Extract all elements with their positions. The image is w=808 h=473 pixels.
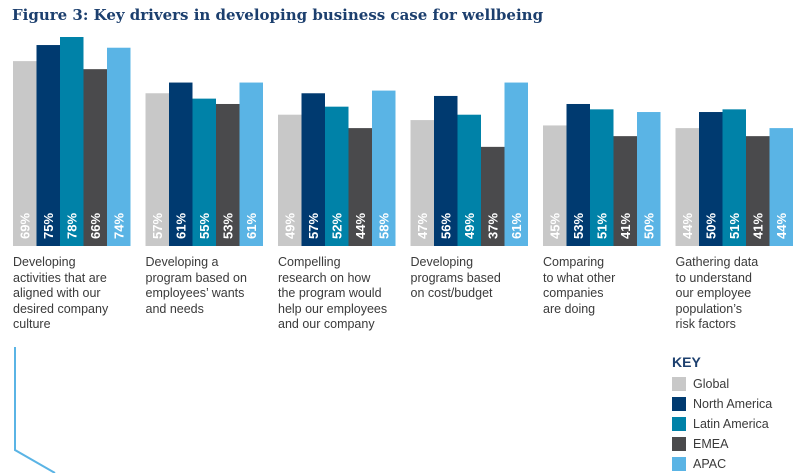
legend-label: Latin America xyxy=(693,417,769,431)
bar-north-america-1 xyxy=(169,82,193,246)
data-label-north-america-3: 56% xyxy=(438,213,453,239)
bar-latin-america-2 xyxy=(325,106,349,247)
data-label-latin-america-0: 78% xyxy=(64,213,79,239)
data-label-north-america-4: 53% xyxy=(571,213,586,239)
bar-emea-1 xyxy=(216,103,240,246)
bar-latin-america-1 xyxy=(192,98,216,246)
bar-global-3 xyxy=(410,120,434,246)
bar-global-1 xyxy=(145,93,169,247)
data-label-latin-america-4: 51% xyxy=(594,213,609,239)
bar-emea-5 xyxy=(746,136,770,246)
data-label-north-america-5: 50% xyxy=(703,213,718,239)
data-label-latin-america-5: 51% xyxy=(727,213,742,239)
legend-swatch xyxy=(672,437,686,451)
legend-item-global: Global xyxy=(672,377,729,391)
bar-emea-4 xyxy=(613,136,637,246)
category-label-4: Comparing to what other companies are do… xyxy=(543,255,616,316)
data-label-latin-america-2: 52% xyxy=(329,213,344,239)
bar-latin-america-3 xyxy=(457,114,481,246)
bar-north-america-4 xyxy=(566,103,590,246)
category-label-1: Developing a program based on employees’… xyxy=(145,255,247,316)
bar-latin-america-5 xyxy=(722,109,746,246)
data-label-emea-4: 41% xyxy=(618,213,633,239)
category-label-0: Developing activities that are aligned w… xyxy=(13,255,109,331)
data-label-north-america-1: 61% xyxy=(173,213,188,239)
bar-latin-america-4 xyxy=(590,109,614,246)
bar-apac-1 xyxy=(239,82,263,246)
data-label-north-america-0: 75% xyxy=(41,213,56,239)
legend-swatch xyxy=(672,457,686,471)
bar-emea-2 xyxy=(348,128,372,246)
bar-north-america-3 xyxy=(434,95,458,246)
data-label-emea-5: 41% xyxy=(750,213,765,239)
data-label-global-0: 69% xyxy=(17,213,32,239)
bar-apac-5 xyxy=(769,128,793,246)
bar-apac-4 xyxy=(637,112,661,247)
bar-north-america-5 xyxy=(699,112,723,247)
category-label-2: Compelling research on how the program w… xyxy=(278,255,388,331)
data-label-emea-1: 53% xyxy=(220,213,235,239)
data-label-apac-1: 61% xyxy=(244,213,259,239)
legend-item-emea: EMEA xyxy=(672,437,728,451)
data-label-emea-0: 66% xyxy=(88,213,103,239)
bar-emea-0 xyxy=(83,69,107,247)
data-label-global-2: 49% xyxy=(282,213,297,239)
legend-item-north-america: North America xyxy=(672,397,772,411)
data-label-latin-america-1: 55% xyxy=(197,213,212,239)
data-label-emea-3: 37% xyxy=(485,213,500,239)
bar-apac-3 xyxy=(504,82,528,246)
legend-item-latin-america: Latin America xyxy=(672,417,769,431)
chart-title: Figure 3: Key drivers in developing busi… xyxy=(12,6,544,24)
legend-label: North America xyxy=(693,397,773,411)
data-label-apac-4: 50% xyxy=(641,213,656,239)
category-label-5: Gathering data to understand our employe… xyxy=(675,255,759,331)
data-label-latin-america-3: 49% xyxy=(462,213,477,239)
bar-north-america-0 xyxy=(36,45,60,247)
bar-global-2 xyxy=(278,114,302,246)
legend-item-apac: APAC xyxy=(672,457,726,471)
legend-label: APAC xyxy=(693,457,727,471)
data-label-global-5: 44% xyxy=(680,213,695,239)
bar-latin-america-0 xyxy=(60,37,84,246)
data-label-global-4: 45% xyxy=(547,213,562,239)
legend-swatch xyxy=(672,417,686,431)
legend-title: KEY xyxy=(672,354,701,370)
bar-emea-3 xyxy=(481,146,505,246)
bar-north-america-2 xyxy=(301,93,325,247)
data-label-emea-2: 44% xyxy=(353,213,368,239)
data-label-apac-5: 44% xyxy=(774,213,789,239)
category-label-3: Developing programs based on cost/budget xyxy=(410,255,501,300)
bar-global-5 xyxy=(675,128,699,246)
bar-global-0 xyxy=(13,61,37,246)
data-label-north-america-2: 57% xyxy=(306,213,321,239)
legend-swatch xyxy=(672,397,686,411)
data-label-apac-2: 58% xyxy=(376,213,391,239)
data-label-global-3: 47% xyxy=(415,213,430,239)
bar-global-4 xyxy=(543,125,567,246)
legend-label: EMEA xyxy=(693,437,729,451)
bar-chart: 69% 75% 78% 66% 74% 57% 61% 55% 53% 61% 49% 57% 52% 4… xyxy=(13,37,793,247)
data-label-apac-0: 74% xyxy=(111,213,126,239)
bar-apac-2 xyxy=(372,90,396,246)
legend-label: Global xyxy=(693,377,730,391)
bar-apac-0 xyxy=(107,47,131,246)
data-label-global-1: 57% xyxy=(150,213,165,239)
data-label-apac-3: 61% xyxy=(509,213,524,239)
legend-swatch xyxy=(672,377,686,391)
